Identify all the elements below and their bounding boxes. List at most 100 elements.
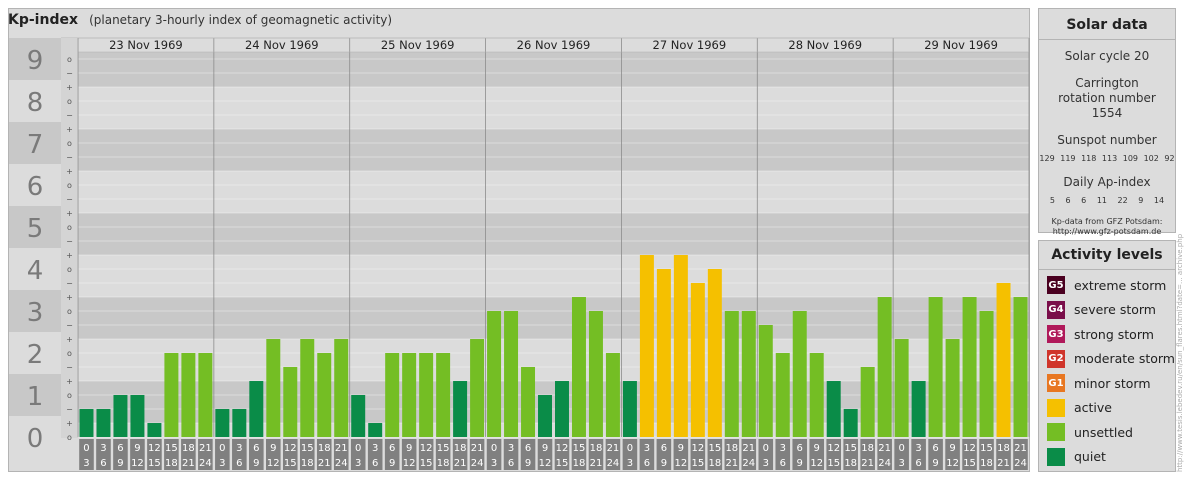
- plot-band: [78, 52, 1029, 88]
- plot-band: [78, 129, 1029, 172]
- interval-cell: [1013, 439, 1028, 470]
- level-swatch: [1047, 423, 1065, 441]
- interval-cell: [843, 439, 858, 470]
- level-label: strong storm: [1074, 326, 1154, 342]
- interval-cell: [232, 439, 247, 470]
- kp-bar: [571, 297, 586, 437]
- interval-end-label: 3: [355, 458, 361, 469]
- divider: [1039, 269, 1175, 270]
- level-swatch: G4: [1047, 300, 1065, 319]
- interval-cell: [979, 439, 994, 470]
- solar-data-panel: Solar data Solar cycle 20 Carrington rot…: [1038, 8, 1176, 236]
- interval-cell: [537, 439, 553, 470]
- kp-bar: [164, 353, 179, 437]
- plot-band: [78, 171, 1029, 214]
- day-label: 26 Nov 1969: [517, 38, 591, 52]
- interval-start-label: 9: [678, 443, 684, 454]
- plot-band: [78, 213, 1029, 256]
- interval-cell: [792, 439, 808, 470]
- interval-start-label: 3: [372, 443, 378, 454]
- interval-end-label: 12: [539, 458, 552, 469]
- data-source-line2: http://www.gfz-potsdam.de: [1052, 227, 1162, 236]
- kp-bar: [232, 408, 247, 437]
- interval-cell: [299, 439, 315, 470]
- kp-bar: [792, 311, 807, 437]
- interval-end-label: 6: [915, 458, 921, 469]
- interval-end-label: 15: [148, 458, 161, 469]
- interval-start-label: 12: [284, 443, 297, 454]
- interval-start-label: 6: [389, 443, 395, 454]
- interval-end-label: 24: [199, 458, 212, 469]
- interval-end-label: 12: [403, 458, 416, 469]
- y-axis-band: [9, 416, 61, 458]
- kp-bar: [860, 366, 875, 437]
- interval-end-label: 9: [932, 458, 938, 469]
- kp-bar: [979, 311, 994, 437]
- kp-bar: [130, 395, 145, 437]
- kp-bar: [962, 297, 977, 437]
- interval-cell: [249, 439, 264, 470]
- activity-level-severe-storm: G4 severe storm: [1047, 300, 1156, 320]
- interval-start-label: 21: [878, 443, 891, 454]
- interval-cell: [741, 439, 757, 470]
- interval-end-label: 24: [607, 458, 620, 469]
- interval-cell: [130, 439, 145, 470]
- ap-index-label: Daily Ap-index: [1063, 175, 1151, 189]
- y-axis-band: [9, 374, 61, 416]
- interval-start-label: 0: [83, 443, 89, 454]
- interval-end-label: 12: [267, 458, 280, 469]
- interval-cell: [316, 439, 332, 470]
- interval-start-label: 21: [607, 443, 620, 454]
- kp-bar: [588, 311, 603, 437]
- interval-end-label: 3: [898, 458, 904, 469]
- kp-bar: [419, 353, 434, 437]
- chart-header: Kp-index (planetary 3-hourly index of ge…: [8, 9, 1028, 39]
- interval-end-label: 3: [491, 458, 497, 469]
- kp-bar: [911, 381, 926, 437]
- interval-end-label: 6: [236, 458, 242, 469]
- y-axis-band: [9, 206, 61, 248]
- y-axis-label: 9: [27, 46, 44, 76]
- level-label: severe storm: [1074, 302, 1156, 317]
- sunspot-value: 109: [1122, 154, 1139, 163]
- interval-cell: [384, 439, 400, 470]
- kp-bar: [928, 297, 943, 437]
- interval-start-label: 12: [556, 443, 569, 454]
- interval-end-label: 15: [691, 458, 704, 469]
- kp-bar: [181, 353, 196, 437]
- kp-bar: [334, 339, 349, 437]
- solar-cycle-text: Solar cycle 20: [1064, 49, 1150, 63]
- kp-bar: [96, 408, 111, 437]
- y-axis-label: 8: [27, 88, 44, 118]
- interval-cell: [486, 439, 502, 470]
- activity-level-unsettled: unsettled: [1047, 422, 1133, 442]
- interval-end-label: 21: [182, 458, 195, 469]
- interval-start-label: 9: [814, 443, 820, 454]
- y-axis-band: [9, 38, 61, 80]
- interval-cell: [809, 439, 825, 470]
- interval-cell: [690, 439, 706, 470]
- interval-cell: [554, 439, 570, 470]
- kp-bar: [945, 339, 960, 437]
- minor-tick-label: o: [67, 181, 72, 190]
- interval-cell: [333, 439, 349, 470]
- interval-start-label: 0: [763, 443, 769, 454]
- interval-end-label: 24: [471, 458, 484, 469]
- interval-cell: [215, 439, 230, 470]
- interval-cell: [401, 439, 417, 470]
- y-axis-label: 6: [27, 172, 44, 202]
- plot-band: [78, 87, 1029, 130]
- minor-tick-label: −: [66, 237, 73, 246]
- kp-bar: [826, 381, 841, 437]
- interval-start-label: 21: [471, 443, 484, 454]
- minor-tick-column: [61, 38, 78, 438]
- interval-start-label: 6: [661, 443, 667, 454]
- day-label: 25 Nov 1969: [381, 38, 455, 52]
- interval-start-label: 18: [997, 443, 1010, 454]
- interval-start-label: 6: [253, 443, 259, 454]
- sunspot-value: 113: [1101, 154, 1118, 163]
- interval-start-label: 18: [861, 443, 874, 454]
- plot-band: [78, 423, 1029, 437]
- minor-tick-label: −: [66, 69, 73, 78]
- y-axis-label: 5: [27, 214, 44, 244]
